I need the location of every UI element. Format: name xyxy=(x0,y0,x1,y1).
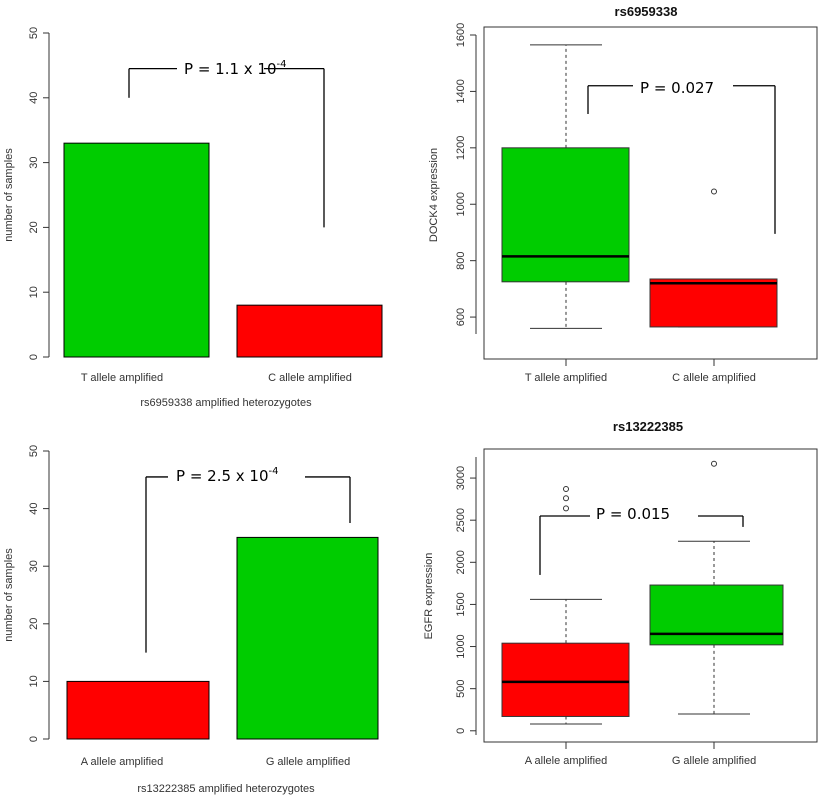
x-axis-label: rs13222385 amplified heterozygotes xyxy=(137,783,315,795)
bar-chart-rs6959338-counts: number of samples T allele amplified C a… xyxy=(3,27,383,409)
outlier-point xyxy=(563,486,569,493)
boxplot-dock4-expression: rs6959338 DOCK4 expression T allele ampl… xyxy=(428,4,818,384)
y-axis-label: EGFR expression xyxy=(423,553,435,640)
x-tick-label: T allele amplified xyxy=(525,372,607,384)
y-tick-label: 1000 xyxy=(455,634,467,658)
x-tick-label: G allele amplified xyxy=(266,756,350,768)
p-value-annotation: P = 0.027 xyxy=(640,79,714,97)
x-tick-label: G allele amplified xyxy=(672,755,756,767)
y-tick-label: 0 xyxy=(28,736,40,742)
y-axis-label: DOCK4 expression xyxy=(428,148,440,242)
y-tick-label: 10 xyxy=(28,286,40,298)
p-value-annotation: P = 1.1 x 10-4 xyxy=(184,59,287,78)
p-value-annotation: P = 2.5 x 10-4 xyxy=(176,466,279,485)
y-tick-label: 1600 xyxy=(455,23,467,47)
y-tick-label: 0 xyxy=(28,354,40,360)
y-tick-label: 1200 xyxy=(455,136,467,160)
y-tick-label: 0 xyxy=(455,728,467,734)
y-tick-label: 30 xyxy=(28,560,40,572)
y-axis-label: number of samples xyxy=(3,148,15,242)
plot-frame xyxy=(483,448,818,743)
p-value-annotation: P = 0.015 xyxy=(596,505,670,523)
y-tick-label: 2500 xyxy=(455,508,467,532)
y-tick-label: 500 xyxy=(455,679,467,697)
outlier-point xyxy=(563,505,569,512)
outlier-point xyxy=(711,460,717,467)
outlier-point xyxy=(711,188,717,195)
chart-title: rs13222385 xyxy=(613,419,683,434)
x-axis-label: rs6959338 amplified heterozygotes xyxy=(140,397,312,409)
box xyxy=(501,147,630,283)
y-tick-label: 40 xyxy=(28,92,40,104)
bar xyxy=(236,536,379,740)
y-tick-label: 50 xyxy=(28,27,40,39)
y-tick-label: 1500 xyxy=(455,592,467,616)
bar xyxy=(66,680,210,740)
chart-title: rs6959338 xyxy=(615,4,678,19)
y-tick-label: 30 xyxy=(28,156,40,168)
x-tick-label: A allele amplified xyxy=(525,755,608,767)
y-tick-label: 40 xyxy=(28,502,40,514)
bar xyxy=(63,142,210,358)
box xyxy=(501,642,630,717)
box xyxy=(649,278,778,328)
p-value-text: P = 2.5 x 10 xyxy=(176,467,269,485)
x-tick-label: C allele amplified xyxy=(268,372,352,384)
outlier-point xyxy=(563,495,569,502)
y-tick-label: 600 xyxy=(455,308,467,326)
x-tick-label: C allele amplified xyxy=(672,372,756,384)
y-tick-label: 800 xyxy=(455,251,467,269)
y-tick-label: 1400 xyxy=(455,79,467,103)
x-tick-label: T allele amplified xyxy=(81,372,163,384)
p-value-text: P = 1.1 x 10 xyxy=(184,60,277,78)
plot-frame xyxy=(483,26,818,360)
y-tick-label: 2000 xyxy=(455,550,467,574)
y-tick-label: 1000 xyxy=(455,192,467,216)
y-axis-label: number of samples xyxy=(3,548,15,642)
bar-chart-rs13222385-counts: number of samples A allele amplified G a… xyxy=(3,445,379,795)
y-tick-label: 20 xyxy=(28,618,40,630)
boxplot-egfr-expression: rs13222385 EGFR expression A allele ampl… xyxy=(423,419,818,767)
y-tick-label: 10 xyxy=(28,675,40,687)
box xyxy=(649,584,784,646)
bar xyxy=(236,304,383,358)
x-tick-label: A allele amplified xyxy=(81,756,164,768)
p-value-exponent: -4 xyxy=(269,466,279,477)
y-tick-label: 20 xyxy=(28,221,40,233)
y-tick-label: 3000 xyxy=(455,466,467,490)
y-tick-label: 50 xyxy=(28,445,40,457)
p-value-exponent: -4 xyxy=(277,59,287,70)
